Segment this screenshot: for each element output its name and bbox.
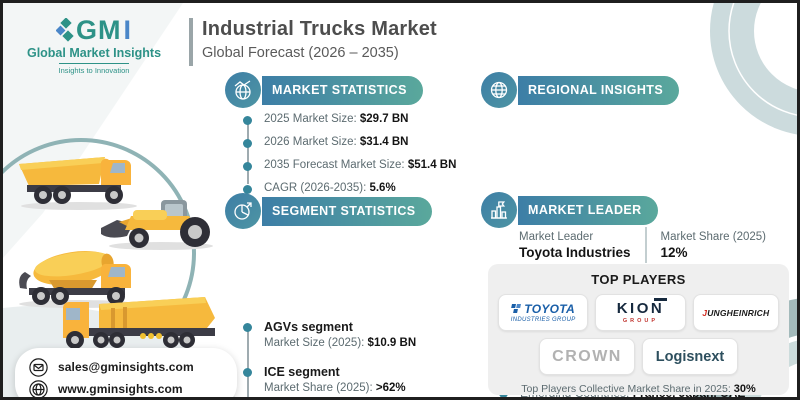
list-item: 2035 Forecast Market Size: $51.4 BN [243, 159, 463, 171]
market-statistics-heading: MARKET STATISTICS [259, 75, 423, 105]
leader-label: Market Leader [519, 230, 594, 243]
segment-statistics-icon [225, 193, 261, 229]
player-card-toyota: TOYOTA INDUSTRIES GROUP [498, 294, 589, 331]
player-name: Logisnext [655, 348, 725, 365]
market-leader-info: Market Leader Toyota Industries Market S… [519, 227, 766, 263]
leader-value: Toyota Industries [519, 244, 631, 260]
regional-insights-header: REGIONAL INSIGHTS [481, 72, 680, 108]
player-subname: GROUP [622, 318, 659, 324]
list-item: CAGR (2026-2035): 5.6% [243, 182, 463, 194]
share-value: 12% [660, 244, 688, 260]
contact-email[interactable]: sales@gminsights.com [58, 360, 194, 374]
player-name: CROWN [552, 347, 622, 365]
player-card-jungheinrich: JUNGHEINRICH [692, 294, 780, 331]
market-statistics-icon [225, 72, 261, 108]
bullet-track [247, 328, 249, 397]
player-name: TOYOTA [524, 302, 575, 316]
player-card-kion: KION GROUP [595, 294, 686, 331]
list-item: 2025 Market Size: $29.7 BN [243, 113, 463, 125]
top-players-heading: TOP PLAYERS [591, 272, 686, 287]
contact-website-row[interactable]: www.gminsights.com [29, 378, 225, 397]
email-icon [29, 357, 48, 377]
logo-tagline: Insights to Innovation [58, 63, 130, 75]
contact-email-row[interactable]: sales@gminsights.com [29, 356, 225, 378]
market-leader-header: MARKET LEADER [481, 192, 658, 228]
segment-statistics-list: AGVs segment Market Size (2025): $10.9 B… [243, 320, 468, 397]
logo-text-gm: GM [75, 15, 122, 45]
leader-name-block: Market Leader Toyota Industries [519, 231, 631, 260]
list-item: AGVs segment Market Size (2025): $10.9 B… [243, 320, 468, 349]
list-item: 2026 Market Size: $31.4 BN [243, 136, 463, 148]
contact-panel: sales@gminsights.com www.gminsights.com [15, 348, 237, 397]
market-leader-icon [481, 192, 517, 228]
page-title: Industrial Trucks Market [202, 18, 437, 40]
contact-website[interactable]: www.gminsights.com [58, 382, 183, 396]
trucks-illustration [19, 157, 217, 356]
top-players-panel: TOP PLAYERS TOYOTA INDUSTRIES GROUP KION… [488, 264, 789, 395]
segment-statistics-heading: SEGMENT STATISTICS [259, 196, 432, 226]
regional-insights-icon [481, 72, 517, 108]
top-players-footer: Top Players Collective Market Share in 2… [521, 383, 756, 395]
share-label: Market Share (2025) [660, 230, 766, 243]
mixer-truck-illustration [19, 251, 135, 308]
title-divider [189, 18, 193, 66]
bullet-track [247, 121, 249, 184]
loader-illustration [101, 200, 213, 250]
leader-divider [644, 227, 647, 263]
list-item: ICE segment Market Share (2025): >62% [243, 365, 468, 394]
player-card-crown: CROWN [539, 338, 635, 375]
segment-statistics-header: SEGMENT STATISTICS [225, 193, 432, 229]
logo-text-i: I [123, 15, 132, 45]
globe-icon [29, 379, 48, 397]
leader-share-block: Market Share (2025) 12% [661, 231, 766, 260]
player-card-logisnext: Logisnext [642, 338, 738, 375]
market-leader-heading: MARKET LEADER [515, 195, 658, 225]
page-subtitle: Global Forecast (2026 – 2035) [202, 45, 399, 61]
top-players-row-2: CROWN Logisnext [498, 338, 779, 375]
gmi-logo: GM I Global Market Insights Insights to I… [23, 17, 165, 78]
gmi-diamonds-icon [55, 17, 74, 42]
regional-insights-heading: REGIONAL INSIGHTS [515, 75, 680, 105]
player-name: JUNGHEINRICH [702, 307, 770, 318]
top-players-row-1: TOYOTA INDUSTRIES GROUP KION GROUP JUNGH… [498, 294, 780, 331]
player-subname: INDUSTRIES GROUP [510, 317, 576, 323]
logo-company-name: Global Market Insights [26, 46, 162, 60]
market-statistics-header: MARKET STATISTICS [225, 72, 423, 108]
market-statistics-list: 2025 Market Size: $29.7 BN 2026 Market S… [243, 113, 463, 194]
dump-truck-illustration [19, 157, 137, 210]
player-name: KION [616, 298, 667, 317]
toyota-mark-icon [511, 304, 522, 313]
